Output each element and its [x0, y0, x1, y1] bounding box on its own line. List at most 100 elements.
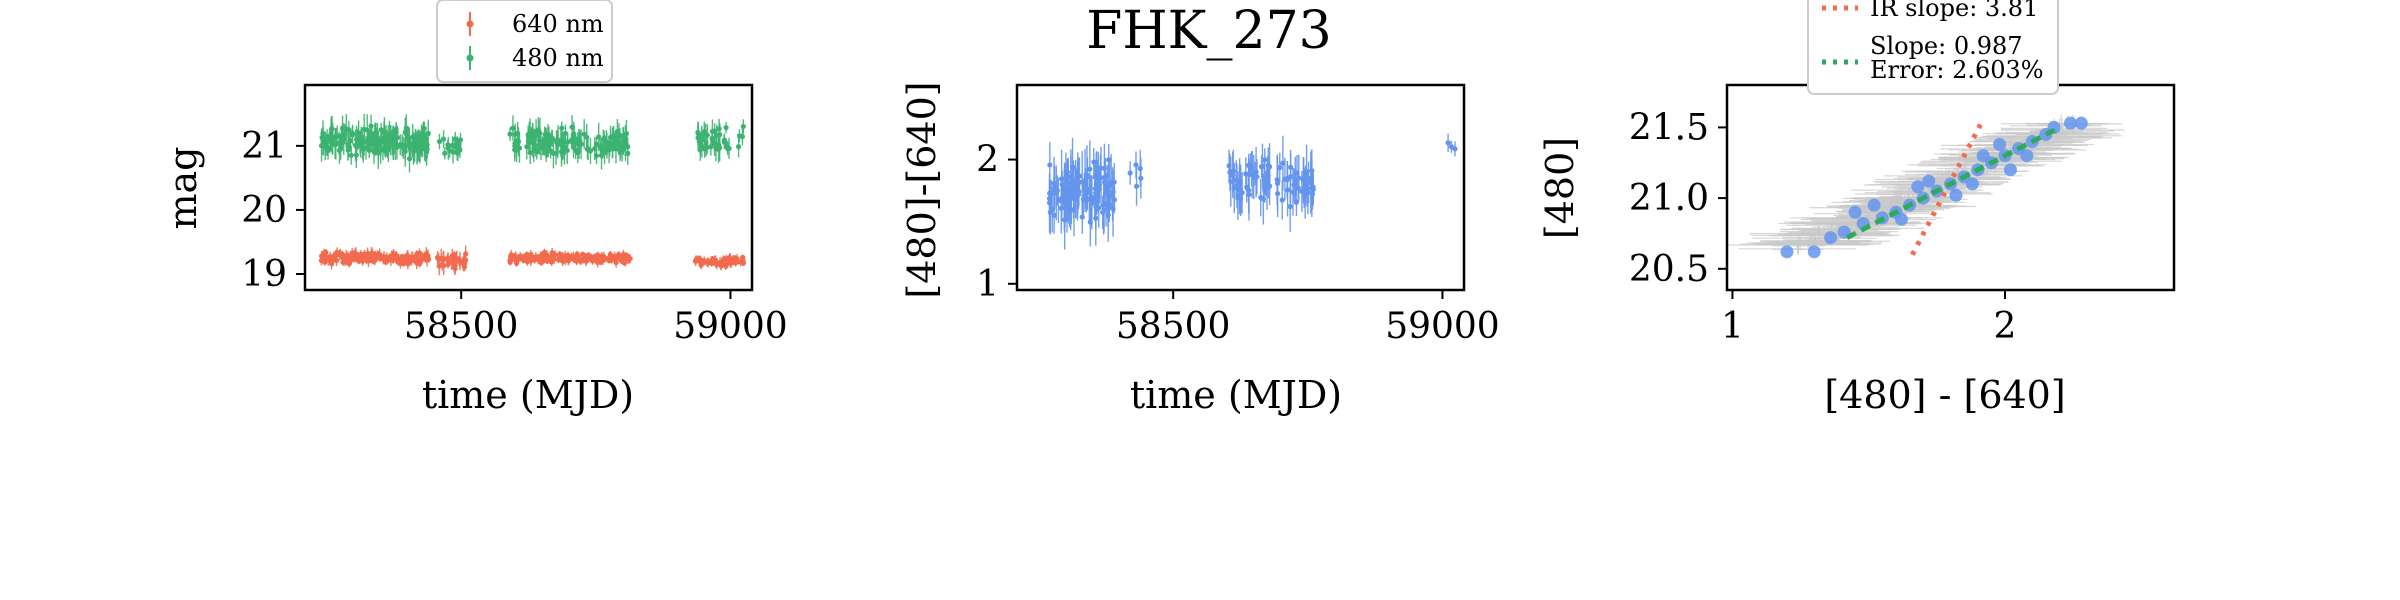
data-point [397, 260, 404, 266]
data-point [1133, 162, 1139, 168]
data-point [710, 256, 716, 262]
data-point [704, 144, 710, 150]
data-point [723, 125, 729, 131]
data-point [625, 150, 631, 157]
p3-data-points [1780, 116, 2088, 259]
p3-ytick-label: 21.0 [1629, 178, 1709, 219]
data-point [436, 138, 443, 145]
data-point [378, 127, 384, 133]
data-point [527, 149, 533, 156]
p1-y-ticks: 19 20 21 [241, 126, 305, 295]
data-point [1089, 200, 1095, 206]
data-point [507, 259, 513, 265]
data-point [440, 136, 447, 142]
p3-data-point [2063, 116, 2077, 130]
data-point [1294, 170, 1300, 176]
data-point [714, 132, 720, 138]
data-point [1092, 186, 1098, 192]
data-point [449, 252, 455, 259]
data-point [1258, 194, 1264, 201]
data-point [423, 136, 429, 142]
data-point [1106, 157, 1112, 163]
p3-data-point [1922, 174, 1936, 188]
data-point [1046, 200, 1053, 206]
data-point [364, 253, 370, 259]
data-point [520, 257, 527, 263]
data-point [377, 254, 383, 261]
data-point [1249, 172, 1255, 178]
data-point [525, 131, 531, 138]
data-point [1259, 163, 1266, 169]
p2-ytick-label: 2 [976, 140, 999, 181]
data-point [617, 133, 623, 140]
data-point [1284, 175, 1290, 182]
data-point [355, 136, 361, 143]
p1-ytick-label: 19 [241, 254, 287, 295]
p3-data-point [1807, 245, 1821, 259]
p2-data-points [1046, 133, 1458, 250]
data-point [1262, 187, 1268, 193]
data-point [353, 152, 359, 158]
data-point [517, 253, 524, 259]
data-point [334, 133, 340, 139]
data-point [348, 257, 354, 263]
data-point [570, 139, 576, 146]
data-point [578, 258, 584, 264]
panel-color-lightcurve: 58500 59000 12 time (MJD) [480]-[640] [900, 81, 1500, 417]
data-point [340, 259, 346, 265]
data-point [419, 252, 425, 258]
data-point [594, 253, 601, 260]
data-point [1072, 186, 1078, 192]
p3-data-point [1976, 149, 1990, 163]
data-point [359, 255, 365, 261]
p3-data-point [1993, 137, 2007, 151]
data-point [583, 253, 589, 259]
data-point [574, 251, 580, 257]
data-point [436, 263, 442, 269]
data-point [1047, 209, 1053, 215]
data-point [512, 143, 518, 149]
data-point [380, 146, 386, 152]
data-point [524, 144, 530, 150]
data-point [330, 257, 336, 263]
data-point [570, 254, 577, 260]
data-point [1287, 203, 1293, 210]
data-point [1075, 191, 1082, 198]
data-point [451, 259, 458, 266]
data-point [584, 146, 591, 152]
p3-y-ticks: 20.5 21.0 21.5 [1629, 107, 1727, 290]
data-point [419, 256, 425, 263]
data-point [1063, 174, 1069, 180]
data-point [740, 123, 746, 130]
p3-xtick-label: 1 [1721, 306, 1744, 347]
p2-x-ticks: 58500 59000 [1116, 290, 1500, 347]
data-point [454, 150, 461, 156]
data-point [738, 259, 744, 265]
data-point [345, 144, 351, 151]
data-point [715, 142, 722, 148]
p2-axes-frame [1015, 83, 1466, 292]
data-point [369, 258, 375, 264]
data-point [692, 258, 699, 264]
data-point [593, 153, 600, 159]
data-point [593, 141, 600, 147]
data-point [596, 134, 602, 140]
data-point [529, 139, 535, 145]
data-point [1254, 174, 1260, 180]
data-point [363, 145, 369, 151]
p3-data-point [1824, 231, 1838, 245]
data-point [702, 132, 709, 138]
data-point [1105, 212, 1111, 218]
data-point [1244, 184, 1250, 190]
data-point [1230, 168, 1236, 174]
data-point [1106, 183, 1112, 189]
data-point [1068, 179, 1074, 185]
data-point [609, 140, 616, 146]
data-point [388, 132, 394, 138]
data-point [727, 255, 733, 261]
data-point [622, 259, 628, 265]
data-point [543, 144, 549, 150]
p1-legend-entry-640: 640 nm [466, 10, 604, 38]
data-point [736, 133, 743, 139]
